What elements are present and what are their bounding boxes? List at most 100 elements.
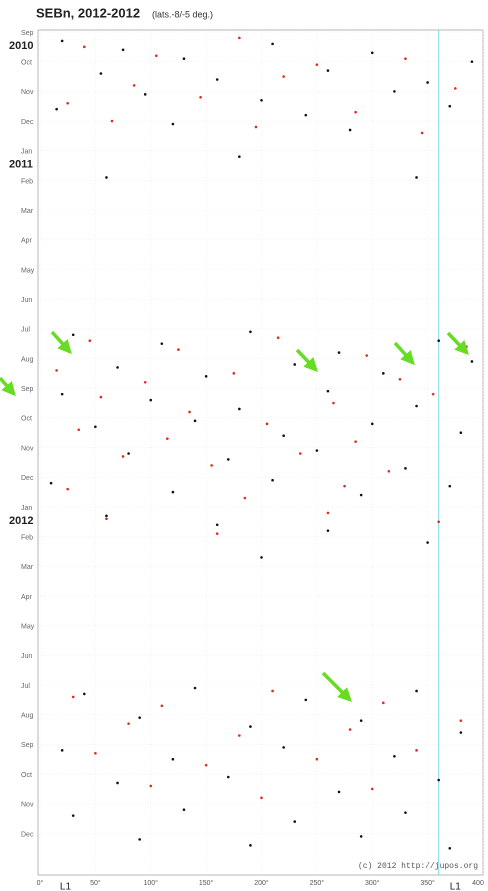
data-point [94,425,97,429]
year-label: 2010 [9,40,33,52]
data-point [171,757,175,761]
data-point [293,363,297,366]
y-tick-label: Apr [21,238,33,245]
data-point [177,348,180,351]
data-point [49,481,53,485]
data-point [260,98,263,102]
data-point [226,775,230,779]
arrow [446,331,469,356]
data-point [437,778,441,782]
data-point [426,541,429,544]
data-point [426,81,429,84]
data-point [160,342,164,345]
y-tick-label: Nov [21,802,34,809]
data-point [415,749,418,752]
data-point [116,781,119,785]
data-point [105,176,108,179]
data-point [83,692,86,696]
data-point [404,811,407,814]
arrow [50,330,72,355]
data-point [249,844,252,847]
y-tick-label: Mar [21,208,34,215]
data-point [215,78,219,81]
data-point [404,467,407,470]
data-point [359,835,363,838]
data-point [193,419,197,423]
x-tick-label: 300° [365,879,380,887]
data-point [215,532,219,535]
data-point [121,455,125,458]
data-point [271,42,274,46]
data-point [99,72,103,75]
data-point [149,398,153,402]
data-point [60,392,64,396]
arrow [321,671,352,702]
data-point [282,75,285,78]
data-point [215,523,219,527]
data-point [315,63,319,66]
plot-frame [37,29,484,876]
x-tick-label: 200° [254,879,269,887]
y-tick-label: Nov [21,89,34,96]
annotation: L1 [450,882,462,891]
data-point [60,39,64,43]
data-point [193,686,197,690]
y-tick-label: May [21,267,35,274]
data-point [370,51,374,55]
data-point [171,490,175,494]
year-label: 2012 [9,515,33,527]
year-label: 2011 [9,159,33,171]
x-tick-label: 100° [144,879,159,887]
y-tick-label: Mar [21,564,34,571]
data-point [448,846,452,850]
data-point [415,176,418,179]
data-point [337,351,341,354]
data-point [326,69,330,72]
data-point [304,113,308,117]
data-point [271,478,274,482]
data-point [293,820,297,823]
data-point [238,155,241,158]
data-point [404,57,407,61]
data-point [370,787,374,791]
data-point [254,125,258,129]
data-point [71,814,75,817]
data-point [94,751,97,755]
data-point [354,110,357,114]
data-point [232,372,236,375]
data-point [459,719,463,722]
data-point [382,372,385,375]
data-point [105,517,108,521]
data-point [359,493,363,497]
data-point [459,431,463,435]
y-tick-label: Sep [21,30,34,37]
data-point [420,131,424,135]
y-tick-label: Oct [21,416,32,423]
credit: (c) 2012 http://jupos.org [358,862,478,871]
data-point [348,128,352,132]
x-tick-label: 350° [420,879,435,887]
y-tick-label: Jun [21,297,32,304]
data-point [370,422,374,426]
data-point [337,790,341,794]
data-point [238,734,241,737]
y-tick-label: Jan [21,149,32,156]
y-tick-label: Dec [21,119,34,126]
arrows [0,330,469,702]
data-point [415,689,418,693]
data-point [160,704,164,708]
data-point [71,333,75,337]
data-point [315,449,319,452]
y-tick-label: Feb [21,178,33,185]
y-tick-label: Jun [21,653,32,660]
data-point [143,93,147,96]
data-point [149,784,153,788]
data-point [121,48,125,52]
data-point [71,695,75,699]
y-tick-label: Oct [21,60,32,67]
data-point [171,122,175,126]
data-point [204,763,208,767]
annotation: L1 [60,882,72,891]
data-point [459,731,463,734]
